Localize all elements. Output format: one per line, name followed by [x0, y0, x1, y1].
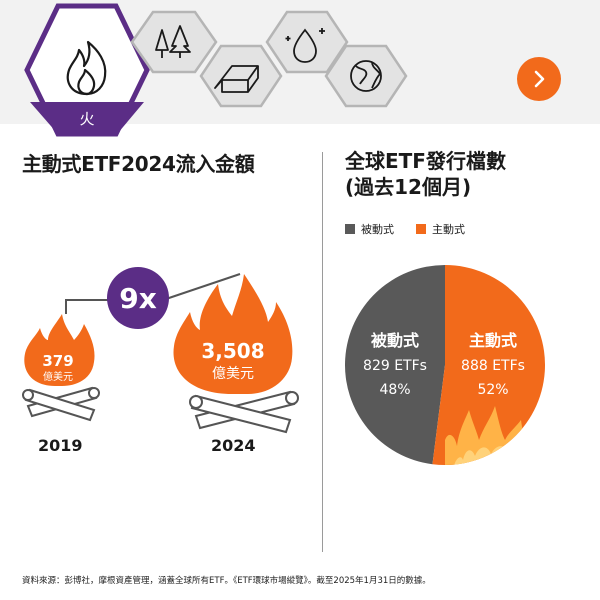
multiplier-text: 9x — [119, 282, 157, 315]
right-title: 全球ETF發行檔數 (過去12個月) — [345, 148, 575, 200]
connector-right — [162, 273, 241, 301]
fire-2019-value: 379 — [42, 352, 73, 370]
chevron-right-icon — [534, 70, 545, 88]
water-drop-icon — [285, 28, 325, 63]
left-title: 主動式ETF2024流入金額 — [22, 152, 255, 176]
legend-swatch-passive — [345, 224, 355, 234]
nav-item-metal[interactable] — [199, 44, 283, 108]
active-count: 888 ETFs — [461, 358, 525, 374]
connector-left — [65, 299, 112, 314]
fire-2024: 3,508 億美元 — [173, 274, 299, 434]
fire-icon — [66, 40, 107, 96]
pie-slice-active — [432, 265, 545, 465]
pie-label-passive: 被動式 829 ETFs 48% — [363, 331, 427, 398]
globe-icon — [350, 60, 382, 92]
metal-bars-icon — [214, 65, 259, 93]
trees-icon — [155, 25, 191, 58]
nav-item-water[interactable] — [265, 10, 349, 74]
nav-active-label: 火 — [79, 110, 94, 128]
legend: 被動式 主動式 — [345, 221, 487, 237]
legend-swatch-active — [416, 224, 426, 234]
year-2024: 2024 — [211, 436, 256, 455]
fire-2019: 379 億美元 — [22, 314, 100, 422]
passive-percent: 48% — [379, 382, 410, 398]
fire-2024-value: 3,508 — [201, 339, 264, 363]
section-divider — [322, 152, 323, 552]
nav-item-wood[interactable] — [130, 10, 218, 74]
active-name: 主動式 — [469, 331, 517, 350]
legend-item-active: 主動式 — [416, 221, 465, 237]
pie-slice-passive — [345, 265, 445, 465]
firewood-2019 — [22, 386, 100, 422]
next-button[interactable] — [517, 57, 561, 101]
etf-pie-chart: 被動式 829 ETFs 48% 主動式 888 ETFs 52% — [345, 265, 545, 465]
pie-label-active: 主動式 888 ETFs 52% — [461, 331, 525, 398]
element-nav: 火 — [24, 3, 408, 137]
year-2019: 2019 — [38, 436, 83, 455]
nav-item-earth[interactable] — [324, 44, 408, 108]
nav-item-fire[interactable]: 火 — [24, 3, 150, 137]
legend-item-passive: 被動式 — [345, 221, 394, 237]
passive-name: 被動式 — [371, 331, 419, 350]
fire-comparison: 9x 379 億美元 3,508 億美元 — [22, 267, 299, 434]
legend-label-active: 主動式 — [432, 223, 465, 236]
multiplier-badge: 9x — [107, 267, 169, 329]
right-title-line1: 全球ETF發行檔數 — [345, 149, 506, 173]
firewood-2024 — [189, 390, 299, 434]
fire-2024-unit: 億美元 — [212, 366, 254, 382]
passive-count: 829 ETFs — [363, 358, 427, 374]
fire-2019-unit: 億美元 — [43, 370, 73, 383]
legend-label-passive: 被動式 — [361, 223, 394, 236]
active-percent: 52% — [477, 382, 508, 398]
right-title-line2: (過去12個月) — [345, 175, 472, 199]
source-footnote: 資料來源：彭博社，摩根資產管理，涵蓋全球所有ETF。《ETF環球市場縱覽》。截至… — [22, 576, 431, 586]
